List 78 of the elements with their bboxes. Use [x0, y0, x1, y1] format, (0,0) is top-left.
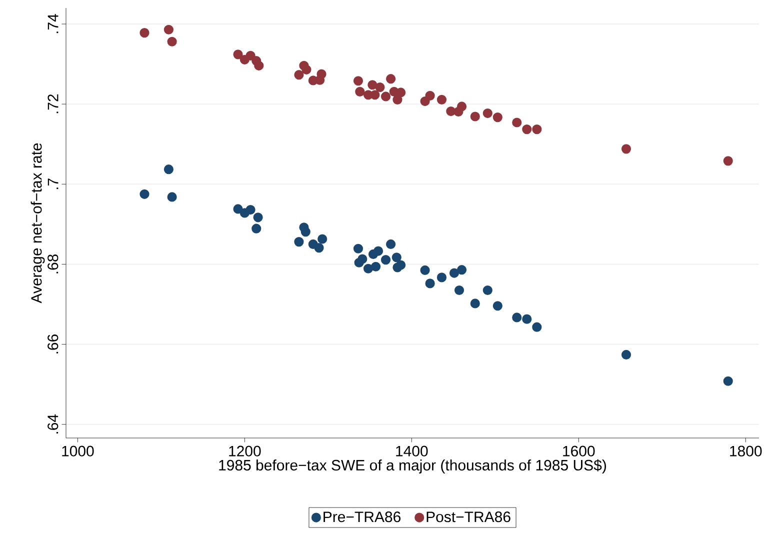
point: [621, 144, 632, 154]
point: [396, 260, 406, 270]
point: [353, 76, 364, 86]
point: [140, 28, 150, 38]
point: [386, 239, 396, 250]
y-axis-title: Average net−of−tax rate: [30, 143, 45, 304]
point: [300, 227, 310, 237]
point: [454, 106, 464, 116]
point: [436, 272, 447, 282]
point: [318, 234, 328, 244]
point: [164, 164, 174, 174]
point: [246, 204, 256, 215]
x-axis-title: 1985 before−tax SWE of a major (thousands of 1985 US$): [219, 459, 606, 474]
y-tick-label: .64: [48, 414, 58, 434]
x-tick-label: 1600: [563, 446, 595, 456]
point: [167, 36, 177, 46]
x-tick-label: 1000: [62, 446, 94, 456]
point: [253, 212, 263, 222]
legend-label: Pre−TRA86: [324, 512, 400, 522]
point: [375, 82, 385, 92]
point: [380, 92, 391, 102]
point: [392, 252, 402, 262]
point: [315, 75, 325, 85]
point: [723, 376, 733, 386]
y-tick-label: .66: [48, 334, 58, 354]
point: [392, 94, 402, 104]
point: [492, 301, 502, 311]
point: [420, 265, 430, 276]
legend-label: Post−TRA86: [426, 512, 510, 522]
x-tick-label: 1400: [396, 446, 428, 456]
point: [456, 265, 467, 275]
x-tick-label: 1800: [730, 446, 762, 456]
point: [470, 112, 480, 122]
point: [723, 156, 733, 166]
point: [363, 264, 374, 274]
point: [140, 189, 150, 199]
point: [355, 86, 365, 96]
point: [522, 314, 532, 324]
point: [396, 88, 406, 98]
point: [482, 108, 492, 118]
point: [167, 192, 177, 202]
point: [368, 80, 378, 90]
x-tick-label: 1200: [229, 446, 261, 456]
point: [436, 94, 447, 104]
point: [449, 268, 460, 278]
y-tick-label: .74: [48, 14, 58, 34]
point: [621, 350, 632, 360]
point: [233, 204, 243, 214]
point: [294, 237, 304, 247]
point: [532, 124, 542, 134]
y-tick-label: .7: [48, 178, 58, 190]
point: [386, 74, 396, 84]
point: [302, 64, 312, 74]
point: [254, 60, 264, 70]
y-tick-label: .68: [48, 254, 58, 274]
point: [314, 243, 324, 253]
point: [246, 50, 256, 60]
point: [353, 244, 364, 254]
point: [252, 224, 262, 234]
point: [425, 278, 435, 288]
point: [164, 24, 174, 34]
point: [233, 50, 243, 60]
point: [373, 246, 384, 256]
point: [370, 90, 380, 100]
point: [425, 90, 435, 100]
point: [522, 124, 532, 134]
point: [454, 285, 464, 296]
point: [380, 255, 391, 265]
y-tick-label: .72: [48, 94, 58, 114]
point: [492, 112, 502, 122]
point: [294, 70, 304, 80]
point: [482, 285, 492, 296]
point: [532, 322, 542, 332]
point: [354, 258, 364, 268]
point: [470, 298, 480, 308]
point: [512, 118, 522, 128]
point: [512, 312, 522, 322]
point: [370, 262, 381, 272]
